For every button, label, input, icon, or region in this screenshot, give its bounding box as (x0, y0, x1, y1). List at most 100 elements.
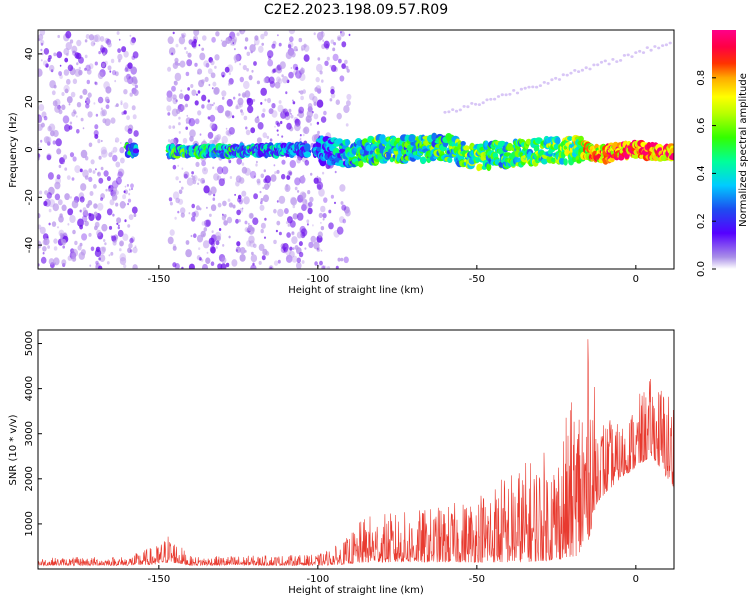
noise-speckle (93, 42, 96, 45)
noise-speckle (214, 54, 220, 61)
noise-speckle (221, 135, 228, 144)
noise-speckle (238, 219, 241, 223)
noise-speckle (194, 100, 199, 106)
noise-speckle (300, 44, 306, 51)
noise-speckle (291, 231, 295, 236)
noise-speckle (181, 167, 184, 170)
noise-speckle (101, 223, 108, 232)
noise-speckle (271, 103, 276, 109)
noise-speckle (100, 44, 104, 49)
noise-speckle (269, 138, 273, 142)
noise-speckle (274, 125, 276, 128)
noise-speckle (127, 128, 133, 135)
faint-harmonic-mark (561, 73, 565, 77)
faint-harmonic-mark (630, 55, 634, 58)
noise-speckle (241, 207, 244, 210)
noise-speckle (172, 244, 176, 248)
noise-speckle (221, 215, 226, 221)
noise-speckle (127, 247, 132, 254)
noise-speckle (74, 240, 78, 246)
noise-speckle (191, 171, 195, 175)
noise-speckle (330, 39, 335, 44)
noise-speckle (340, 31, 342, 34)
noise-speckle (38, 213, 41, 219)
noise-speckle (189, 129, 196, 138)
noise-speckle (298, 241, 303, 247)
noise-speckle (194, 62, 198, 67)
noise-speckle (316, 63, 323, 73)
noise-speckle (336, 226, 344, 235)
noise-speckle (48, 208, 52, 213)
faint-harmonic-mark (653, 45, 657, 48)
noise-speckle (39, 226, 46, 235)
noise-speckle (336, 112, 342, 120)
noise-speckle (317, 231, 323, 238)
noise-speckle (98, 257, 101, 261)
noise-speckle (210, 261, 215, 267)
noise-speckle (105, 188, 108, 192)
noise-speckle (47, 125, 52, 132)
signal-mark (669, 154, 674, 160)
noise-speckle (322, 171, 325, 175)
noise-speckle (172, 125, 176, 129)
noise-speckle (295, 70, 302, 79)
noise-speckle (288, 108, 292, 113)
noise-speckle (316, 181, 324, 190)
signal-mark (336, 138, 343, 145)
noise-speckle (97, 202, 104, 211)
faint-harmonic-mark (443, 110, 447, 114)
noise-speckle (226, 216, 233, 224)
noise-speckle (229, 176, 233, 179)
noise-speckle (313, 241, 320, 250)
y-tick-label: 40 (24, 48, 35, 61)
noise-speckle (39, 190, 43, 195)
noise-speckle (185, 51, 189, 54)
noise-speckle (56, 174, 61, 180)
noise-speckle (213, 87, 220, 95)
noise-speckle (98, 155, 102, 160)
noise-speckle (69, 39, 74, 44)
noise-speckle (273, 164, 276, 167)
noise-speckle (239, 254, 246, 262)
noise-speckle (330, 92, 336, 99)
noise-speckle (109, 70, 112, 73)
noise-speckle (38, 146, 42, 151)
faint-harmonic-mark (451, 108, 455, 111)
noise-speckle (129, 92, 133, 97)
noise-speckle (132, 246, 138, 254)
noise-speckle (263, 194, 269, 203)
noise-speckle (53, 52, 57, 57)
noise-speckle (66, 175, 71, 181)
noise-speckle (133, 130, 139, 137)
noise-speckle (289, 171, 292, 175)
noise-speckle (72, 256, 77, 262)
noise-speckle (110, 235, 113, 238)
noise-speckle (75, 115, 78, 118)
noise-speckle (345, 123, 349, 127)
noise-speckle (122, 194, 127, 200)
noise-speckle (94, 249, 102, 258)
noise-speckle (53, 84, 57, 89)
noise-speckle (197, 90, 201, 94)
noise-speckle (206, 251, 209, 254)
faint-harmonic-mark (626, 53, 630, 57)
noise-speckle (304, 247, 307, 250)
noise-speckle (187, 52, 192, 58)
noise-speckle (167, 139, 171, 143)
noise-speckle (94, 81, 97, 85)
noise-speckle (308, 241, 314, 249)
noise-speckle (243, 80, 250, 90)
noise-speckle (98, 265, 103, 269)
noise-speckle (67, 64, 74, 72)
noise-speckle (258, 45, 264, 53)
noise-speckle (132, 51, 139, 59)
snr-y-label: SNR (10 * v/v) (8, 414, 19, 485)
noise-speckle (42, 251, 45, 255)
noise-speckle (90, 159, 95, 165)
noise-speckle (64, 88, 69, 94)
noise-speckle (97, 71, 104, 80)
noise-speckle (81, 200, 84, 204)
noise-speckle (167, 112, 171, 116)
noise-speckle (292, 101, 296, 105)
noise-speckle (210, 60, 215, 66)
